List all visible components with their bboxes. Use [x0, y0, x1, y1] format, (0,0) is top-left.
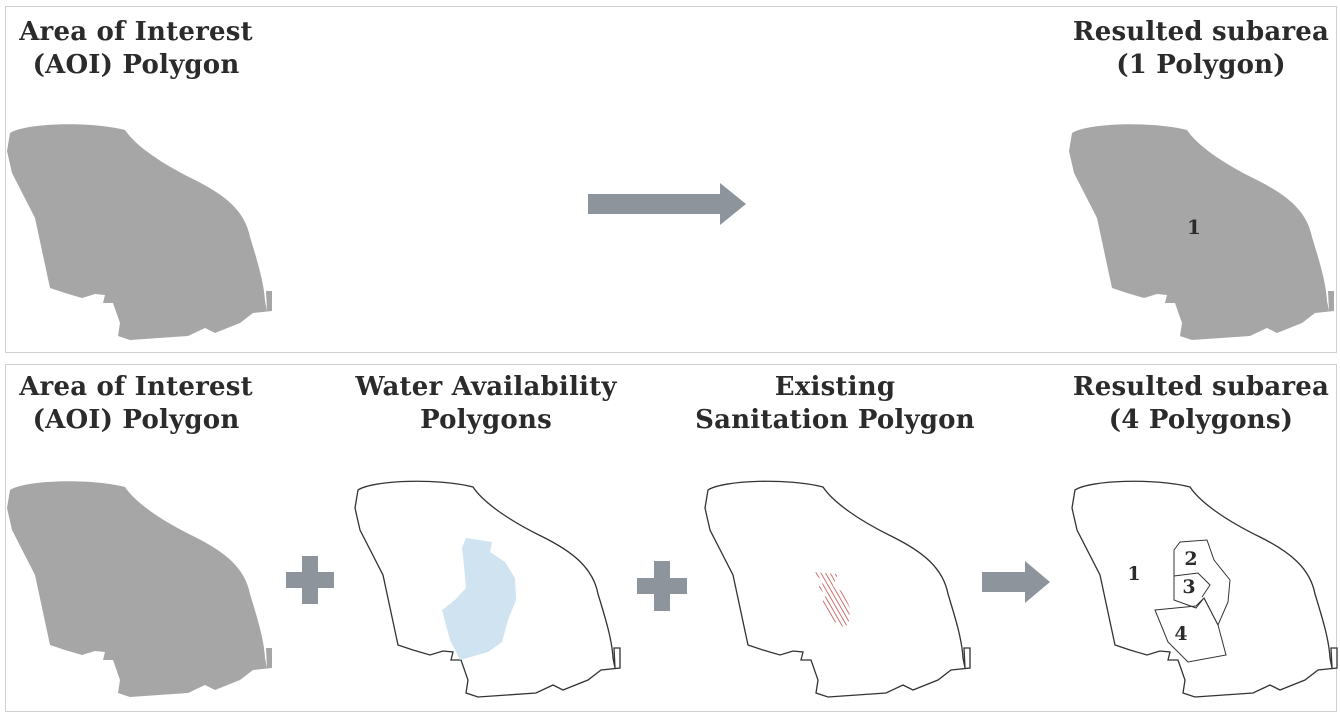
bottom-aoi-polygon: [7, 481, 272, 697]
top-aoi-polygon: [7, 124, 272, 340]
title-line: (AOI) Polygon: [32, 50, 240, 80]
water-availability-polygon: [442, 538, 516, 660]
plus-icon: [286, 556, 334, 604]
bottom-aoi-title: Area of Interest (AOI) Polygon: [12, 371, 260, 437]
sanitation-title: Existing Sanitation Polygon: [692, 371, 978, 437]
subarea-outline: [1173, 539, 1231, 627]
top-result-label-1: 1: [1187, 215, 1201, 239]
title-line: Area of Interest: [19, 17, 253, 47]
water-title: Water Availability Polygons: [340, 371, 632, 437]
plus-icon: [637, 561, 687, 611]
bottom-arrow-icon: [982, 561, 1050, 603]
subarea-divider: [1173, 572, 1211, 598]
top-result-polygon: [1069, 124, 1334, 340]
title-line: (1 Polygon): [1116, 50, 1286, 80]
result-label-1: 1: [1127, 563, 1140, 585]
top-aoi-title: Area of Interest (AOI) Polygon: [12, 16, 260, 82]
title-line: Existing: [774, 372, 896, 402]
result-label-3: 3: [1182, 576, 1195, 598]
title-line: Water Availability: [355, 372, 617, 402]
result-label-2: 2: [1184, 548, 1197, 570]
title-line: (4 Polygons): [1108, 405, 1294, 435]
sanitation-polygon: [812, 572, 850, 628]
result-aoi-outline: [1071, 480, 1338, 698]
title-line: Resulted subarea: [1072, 17, 1330, 47]
result-label-4: 4: [1174, 623, 1187, 645]
title-line: Area of Interest: [19, 372, 253, 402]
result-subareas: [1154, 539, 1231, 663]
title-line: Polygons: [420, 405, 552, 435]
title-line: Resulted subarea: [1072, 372, 1330, 402]
top-result-title: Resulted subarea (1 Polygon): [1070, 16, 1332, 82]
title-line: Sanitation Polygon: [695, 405, 975, 435]
title-line: (AOI) Polygon: [32, 405, 240, 435]
subarea-outline: [1154, 597, 1227, 663]
top-arrow-icon: [588, 183, 746, 225]
bottom-result-title: Resulted subarea (4 Polygons): [1070, 371, 1332, 437]
